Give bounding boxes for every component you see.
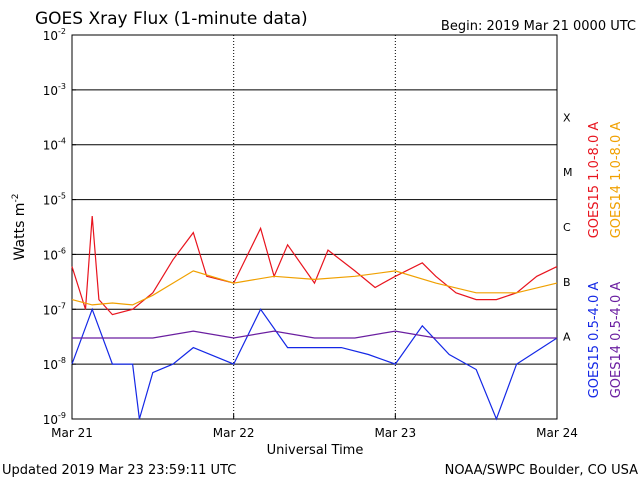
legend: GOES15 1.0-8.0 A GOES14 1.0-8.0 A GOES15 0… (587, 122, 624, 399)
x-tick-label: Mar 22 (213, 426, 255, 440)
flare-class-label: X (563, 111, 571, 124)
gridlines (72, 34, 557, 420)
x-tick-label: Mar 23 (374, 426, 416, 440)
series-line (71, 270, 558, 306)
y-axis-label: Watts m-2 (11, 194, 28, 261)
credit-label: NOAA/SWPC Boulder, CO USA (445, 463, 638, 478)
flare-class-label: C (563, 221, 571, 234)
x-tick-labels: Mar 21 Mar 22 Mar 23 Mar 24 (51, 414, 578, 440)
plot-frame (71, 34, 558, 420)
y-tick-label: 10-2 (43, 27, 66, 43)
legend-entry: GOES14 1.0-8.0 A (609, 122, 624, 239)
y-tick-label: 10-6 (43, 246, 66, 262)
y-tick-labels: 10-2 10-3 10-4 10-5 10-6 10-7 10-8 10-9 (43, 27, 76, 427)
series-layer (71, 216, 558, 421)
legend-entry: GOES15 1.0-8.0 A (587, 122, 602, 239)
y-tick-label: 10-8 (43, 356, 66, 372)
x-tick-label: Mar 24 (536, 426, 578, 440)
y-tick-label: 10-3 (43, 82, 66, 98)
begin-time-label: Begin: 2019 Mar 21 0000 UTC (441, 19, 636, 34)
y-tick-label: 10-5 (43, 192, 66, 208)
updated-timestamp: Updated 2019 Mar 23 23:59:11 UTC (2, 463, 236, 478)
series-line (72, 330, 557, 339)
y-tick-label: 10-7 (43, 301, 66, 317)
flare-class-label: M (563, 166, 573, 179)
y-tick-label: 10-4 (43, 137, 66, 153)
series-line (71, 216, 558, 316)
y-tick-label: 10-9 (43, 411, 66, 427)
legend-entry: GOES14 0.5-4.0 A (609, 282, 624, 399)
chart-title: GOES Xray Flux (1-minute data) (35, 9, 308, 29)
flare-class-label: A (563, 331, 571, 344)
x-axis-label: Universal Time (267, 443, 364, 458)
flare-class-labels: X M C B A (563, 111, 573, 343)
y-axis-label-exponent: -2 (11, 194, 21, 203)
x-tick-label: Mar 21 (51, 426, 93, 440)
flare-class-label: B (563, 276, 571, 289)
legend-entry: GOES15 0.5-4.0 A (587, 282, 602, 399)
series-line (71, 307, 558, 421)
